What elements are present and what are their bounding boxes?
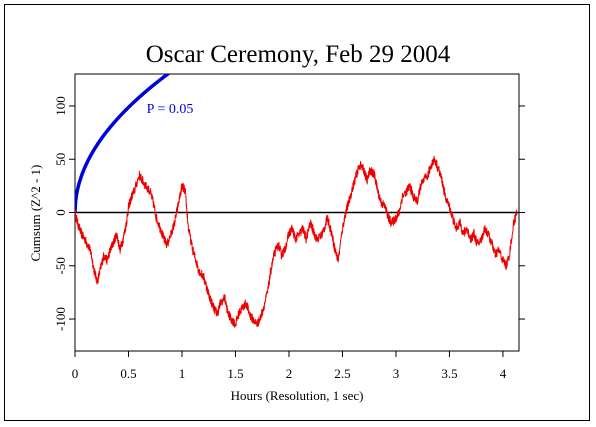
x-tick-label: 0 [72,366,79,381]
x-axis-label: Hours (Resolution, 1 sec) [231,388,364,403]
p05-envelope-curve [75,74,171,213]
chart-title: Oscar Ceremony, Feb 29 2004 [146,41,451,68]
y-tick-label: 0 [53,209,68,216]
y-axis: -100 -50 0 50 100 [53,96,525,331]
y-tick-label: 50 [53,153,68,166]
x-tick-label: 2.5 [334,366,350,381]
x-tick-label: 0.5 [120,366,136,381]
x-tick-label: 2 [286,366,293,381]
x-tick-label: 3.5 [441,366,457,381]
cumsum-series-line [75,155,518,328]
p-value-annotation: P = 0.05 [147,102,194,117]
x-tick-label: 1 [179,366,186,381]
y-axis-label: Cumsum (Z^2 - 1) [28,165,43,262]
x-tick-label: 4 [500,366,507,381]
y-tick-label: 100 [53,96,68,116]
x-tick-label: 3 [393,366,400,381]
x-axis: 0 0.5 1 1.5 2 2.5 3 3.5 4 [72,351,507,381]
y-tick-label: -100 [53,307,68,331]
y-tick-label: -50 [53,257,68,274]
x-tick-label: 1.5 [227,366,243,381]
